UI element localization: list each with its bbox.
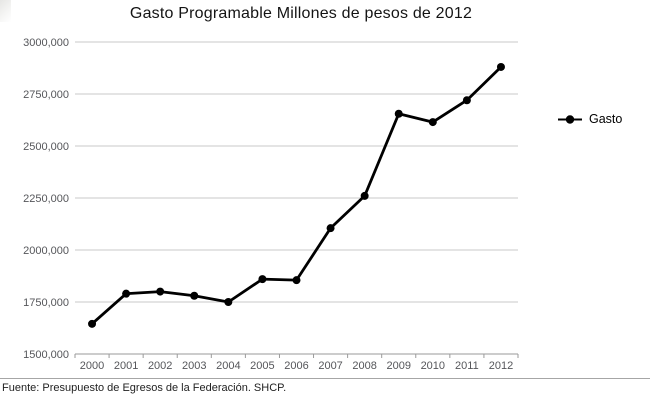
x-axis-label: 2008	[352, 360, 376, 372]
data-point-2011	[462, 96, 471, 105]
data-point-2008	[360, 191, 369, 200]
x-axis-label: 2012	[489, 360, 513, 372]
x-axis-label: 2007	[318, 360, 342, 372]
data-point-2003	[190, 291, 199, 300]
x-axis-label: 2003	[182, 360, 206, 372]
x-axis-label: 2010	[421, 360, 445, 372]
data-point-2006	[292, 276, 301, 285]
x-axis-label: 2005	[250, 360, 274, 372]
data-point-2005	[258, 275, 267, 284]
x-axis-label: 2004	[216, 360, 240, 372]
chart-title: Gasto Programable Millones de pesos de 2…	[129, 5, 473, 22]
y-axis-label: 1750,000	[23, 297, 69, 309]
data-point-2009	[394, 109, 403, 118]
gasto-series-line	[90, 65, 503, 326]
data-point-2000	[88, 319, 97, 328]
data-point-2012	[496, 62, 505, 71]
source-note: Fuente: Presupuesto de Egresos de la Fed…	[2, 382, 287, 394]
data-point-2007	[326, 224, 335, 233]
data-point-2010	[428, 118, 437, 127]
footer: Fuente: Presupuesto de Egresos de la Fed…	[0, 378, 650, 405]
y-axis-label: 2000,000	[23, 245, 69, 257]
legend: Gasto	[556, 112, 622, 127]
y-axis-label: 1500,000	[23, 349, 69, 361]
y-axis-label: 2500,000	[23, 141, 69, 153]
y-axis-label: 3000,000	[23, 37, 69, 49]
legend-marker-icon	[558, 115, 582, 124]
data-point-2001	[122, 289, 131, 298]
data-point-2002	[156, 287, 165, 296]
y-axis-label: 2250,000	[23, 193, 69, 205]
corner-shade	[0, 0, 11, 22]
x-axis-label: 2009	[386, 360, 410, 372]
y-axis-label: 2750,000	[23, 89, 69, 101]
x-axis-label: 2002	[148, 360, 172, 372]
x-axis-label: 2001	[114, 360, 138, 372]
x-axis-label: 2006	[284, 360, 308, 372]
x-axis-label: 2000	[80, 360, 104, 372]
data-point-2004	[224, 298, 233, 306]
x-axis-label: 2011	[455, 360, 479, 372]
legend-label: Gasto	[589, 112, 623, 126]
